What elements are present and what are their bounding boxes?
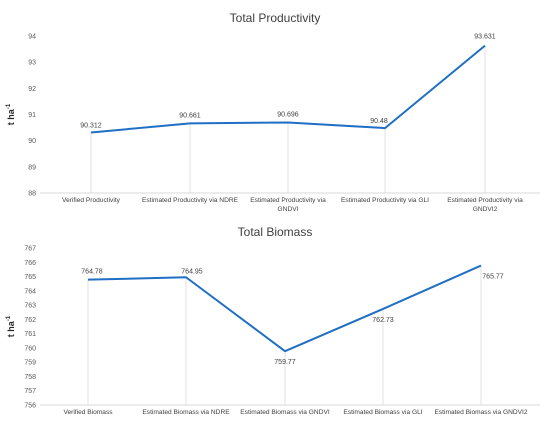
data-label: 765.77 xyxy=(482,274,504,281)
y-tick-label: 91 xyxy=(28,112,36,119)
y-tick-label: 757 xyxy=(24,388,36,395)
total-biomass-chart: Total Biomass t ha-1 756 757 758 759 760 761 762… xyxy=(6,225,540,416)
total-productivity-chart: Total Productivity t ha-1 88 89 90 91 92 93 94 90… xyxy=(6,11,540,213)
chart-title: Total Biomass xyxy=(238,225,313,239)
y-axis-label: t ha-1 xyxy=(6,315,16,337)
data-label: 90.48 xyxy=(370,118,388,125)
y-tick-label: 763 xyxy=(24,303,36,310)
data-label: 90.661 xyxy=(179,112,201,119)
chart-title: Total Productivity xyxy=(230,11,321,25)
y-tick-label: 764 xyxy=(24,288,36,295)
y-tick-label: 766 xyxy=(24,260,36,267)
y-tick-label: 90 xyxy=(28,138,36,145)
y-tick-label: 760 xyxy=(24,345,36,352)
category-label: Verified Productivity xyxy=(62,197,121,204)
y-tick-label: 756 xyxy=(24,403,36,410)
y-tick-label: 759 xyxy=(24,360,36,367)
y-tick-label: 762 xyxy=(24,317,36,324)
data-label: 764.78 xyxy=(81,269,103,276)
y-axis-label: t ha-1 xyxy=(6,103,16,125)
category-label: Estimated Productivity via GLI xyxy=(341,197,429,204)
category-label: Verified Biomass xyxy=(63,409,113,416)
data-label: 764.95 xyxy=(181,268,203,275)
y-tick-label: 758 xyxy=(24,374,36,381)
series-line xyxy=(90,44,486,134)
category-label: Estimated Biomass via GNDVI2 xyxy=(434,409,527,416)
y-tick-label: 765 xyxy=(24,274,36,281)
data-label: 93.631 xyxy=(474,34,496,41)
y-tick-label: 767 xyxy=(24,246,36,253)
category-label: Estimated Biomass via GNDVI xyxy=(240,409,330,416)
data-label: 90.696 xyxy=(277,111,299,118)
data-label: 759.77 xyxy=(274,359,296,366)
y-tick-label: 94 xyxy=(28,34,36,41)
series-line xyxy=(87,264,482,353)
y-tick-label: 88 xyxy=(28,191,36,198)
category-label: Estimated Productivity via GNDVI2 xyxy=(447,197,523,213)
category-label: Estimated Productivity via GNDVI xyxy=(250,197,326,213)
y-tick-label: 89 xyxy=(28,164,36,171)
y-tick-label: 93 xyxy=(28,60,36,67)
y-tick-label: 92 xyxy=(28,86,36,93)
data-label: 90.312 xyxy=(80,123,102,130)
category-label: Estimated Productivity via NDRE xyxy=(142,197,239,204)
category-label: Estimated Biomass via GLI xyxy=(343,409,422,416)
category-label: Estimated Biomass via NDRE xyxy=(142,409,230,416)
y-tick-label: 761 xyxy=(24,331,36,338)
data-label: 762.73 xyxy=(372,317,394,324)
